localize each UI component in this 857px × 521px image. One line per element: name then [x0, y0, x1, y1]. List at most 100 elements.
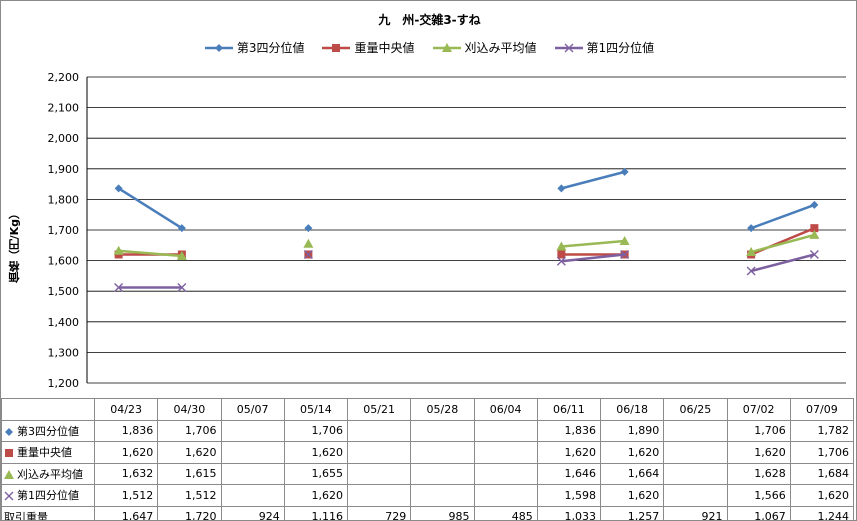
table-cell	[473, 419, 538, 442]
series-line-0	[117, 187, 183, 230]
data-point-0-0	[114, 184, 123, 193]
x-tick-label: 04/23	[93, 398, 159, 421]
data-point-2-0-shape	[113, 245, 124, 255]
data-point-0-1	[177, 224, 186, 233]
data-point-1-7	[557, 250, 566, 259]
table-cell: 1,620	[726, 441, 791, 464]
data-point-2-10-shape	[746, 247, 757, 257]
data-point-0-3	[304, 224, 313, 233]
table-cell: 1,620	[536, 441, 602, 464]
legend-marker	[564, 43, 574, 52]
table-cell: 1,620	[599, 441, 665, 464]
table-cell	[220, 484, 285, 507]
table-cell: 1,647	[93, 505, 159, 520]
table-row-header: 重量中央値	[1, 441, 95, 464]
table-cell: 1,706	[283, 419, 349, 442]
x-tick-label: 06/04	[473, 398, 538, 421]
row-marker-shape	[5, 427, 13, 436]
series-line-2	[750, 233, 815, 254]
series-line-0	[750, 203, 815, 230]
table-header-row: 04/23 04/30 05/07 05/14 05/21 05/28 06/04 06/11…	[1, 398, 855, 421]
table-row: 第1四分位値 1,512 1,512 1,620 1,598 1,620 1,566 1,62…	[1, 484, 855, 507]
table-cell	[473, 441, 538, 464]
table-cell: 985	[410, 505, 475, 520]
data-point-2-1	[176, 251, 187, 261]
x-tick-label: 06/18	[599, 398, 665, 421]
legend-label: 第3四分位値	[236, 41, 305, 55]
table-cell	[473, 484, 538, 507]
table-cell: 1,706	[789, 441, 855, 464]
y-tick-label: 1,500	[48, 285, 80, 298]
series-line-2	[561, 239, 625, 248]
data-point-0-3-shape	[304, 224, 313, 233]
y-tick-label: 1,600	[48, 255, 80, 268]
table-row-header: 第1四分位値	[1, 484, 95, 507]
legend-marker	[332, 43, 341, 52]
table-row-label: 刈込み平均値	[17, 467, 83, 481]
table-cell	[410, 419, 475, 442]
legend-label: 刈込み平均値	[464, 41, 537, 55]
data-point-0-8-shape	[620, 167, 629, 176]
row-marker-shape-shape	[4, 491, 14, 501]
legend-swatch	[432, 42, 461, 52]
table-row: 刈込み平均値 1,632 1,615 1,655 1,646 1,664 1,628 1,68…	[1, 462, 855, 485]
data-point-2-7-shape	[556, 241, 567, 251]
table-cell: 1,706	[726, 419, 791, 442]
table-cell	[220, 462, 285, 485]
x-tick-label: 06/11	[536, 398, 602, 421]
data-point-0-7	[557, 184, 566, 193]
legend-label: 重量中央値	[354, 41, 415, 55]
x-tick-label: 05/21	[346, 398, 412, 421]
table-corner	[1, 398, 95, 421]
data-point-2-8	[619, 236, 630, 246]
data-point-3-3-shape	[303, 249, 313, 259]
table-cell: 1,244	[789, 505, 855, 520]
legend-item-3: 第1四分位値	[554, 39, 654, 56]
table-cell: 1,632	[93, 462, 159, 485]
data-point-3-10	[746, 266, 756, 276]
table-cell: 1,620	[283, 441, 349, 464]
table-row-marker	[4, 491, 14, 501]
x-tick-label: 05/28	[410, 398, 475, 421]
table-cell: 1,890	[599, 419, 665, 442]
table-cell	[663, 484, 728, 507]
table-cell: 485	[473, 505, 538, 520]
legend-swatch	[554, 43, 583, 52]
x-tick-label: 07/09	[789, 398, 855, 421]
table-cell: 1,512	[157, 484, 222, 507]
table-cell: 921	[663, 505, 728, 520]
table-row-label: 第1四分位値	[17, 489, 79, 503]
legend-swatch	[204, 43, 233, 52]
y-tick-label: 1,900	[48, 163, 80, 176]
table-cell: 1,033	[536, 505, 602, 520]
data-point-2-11-shape	[809, 229, 820, 239]
table-cell: 729	[346, 505, 412, 520]
data-point-0-1-shape	[177, 224, 186, 233]
table-cell: 924	[220, 505, 285, 520]
data-point-3-7	[556, 256, 566, 266]
data-point-2-7	[556, 241, 567, 251]
series-line-0	[561, 170, 625, 190]
table-cell: 1,615	[157, 462, 222, 485]
data-point-0-0-shape	[114, 184, 123, 193]
data-point-3-11-shape	[809, 249, 819, 259]
table-row: 重量中央値 1,620 1,620 1,620 1,620 1,620 1,620 1,706	[1, 441, 855, 464]
table-cell: 1,620	[599, 484, 665, 507]
data-point-2-0	[113, 245, 124, 255]
table-cell	[473, 462, 538, 485]
x-tick-label: 07/02	[726, 398, 791, 421]
y-tick-label: 1,700	[48, 224, 80, 237]
table-cell: 1,684	[789, 462, 855, 485]
x-tick-label: 05/07	[220, 398, 285, 421]
y-tick-label: 1,200	[48, 377, 80, 390]
table-cell	[220, 419, 285, 442]
data-point-0-8	[620, 167, 629, 176]
table-row-marker	[5, 449, 13, 458]
legend-marker-shape	[441, 42, 452, 52]
legend-item-2: 刈込み平均値	[432, 39, 537, 56]
row-marker-shape-shape	[4, 469, 14, 479]
series-line-2	[118, 249, 182, 258]
data-point-3-0-shape	[114, 283, 124, 293]
table-row-marker	[5, 427, 13, 436]
table-cell: 1,512	[93, 484, 159, 507]
